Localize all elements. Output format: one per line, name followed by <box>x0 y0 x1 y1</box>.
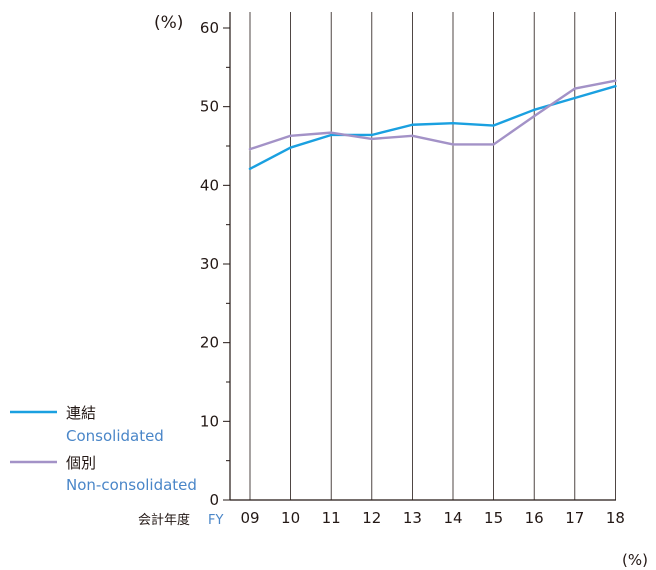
data-point-consolidated-10 <box>289 146 292 149</box>
y-tick-label-10: 10 <box>200 412 219 430</box>
x-tick-label-16: 16 <box>525 509 544 527</box>
data-point-non-consolidated-10 <box>289 134 292 137</box>
data-point-non-consolidated-09 <box>248 147 252 151</box>
data-point-consolidated-16 <box>533 108 536 112</box>
data-point-consolidated-09 <box>248 167 252 171</box>
y-tick-label-30: 30 <box>200 255 219 273</box>
data-point-consolidated-13 <box>411 123 414 126</box>
data-point-non-consolidated-12 <box>370 137 373 141</box>
data-point-consolidated-17 <box>573 96 576 100</box>
y-tick-label-20: 20 <box>200 334 219 352</box>
x-tick-label-12: 12 <box>362 509 381 527</box>
data-point-non-consolidated-15 <box>492 143 495 146</box>
y-tick-label-50: 50 <box>200 98 219 116</box>
legend-label-consolidated-ja: 連結 <box>66 404 96 422</box>
legend-label-non-consolidated-en: Non-consolidated <box>66 476 197 494</box>
x-tick-label-14: 14 <box>443 509 462 527</box>
data-point-non-consolidated-16 <box>533 114 536 118</box>
x-tick-label-11: 11 <box>322 509 341 527</box>
series-lines <box>248 79 617 171</box>
data-point-consolidated-14 <box>451 121 455 125</box>
data-point-non-consolidated-17 <box>573 87 576 90</box>
series-line-non-consolidated <box>248 79 617 151</box>
legend: 連結 Consolidated 個別 Non-consolidated <box>10 404 197 494</box>
x-tick-label-10: 10 <box>281 509 300 527</box>
data-point-consolidated-12 <box>370 133 373 137</box>
x-tick-label-13: 13 <box>403 509 422 527</box>
x-axis-prefix: 会計年度 FY <box>138 512 223 528</box>
series-line-consolidated <box>248 85 617 171</box>
data-point-non-consolidated-14 <box>451 143 455 146</box>
x-tick-label-15: 15 <box>484 509 503 527</box>
x-axis: 09 10 11 12 13 14 15 16 17 18 <box>230 499 625 527</box>
data-point-consolidated-11 <box>330 133 333 137</box>
data-point-consolidated-15 <box>492 124 495 127</box>
x-tick-label-17: 17 <box>565 509 584 527</box>
y-tick-label-60: 60 <box>200 19 219 37</box>
footer-unit-label: (%) <box>622 551 648 569</box>
y-tick-label-40: 40 <box>200 176 219 194</box>
data-point-consolidated-18 <box>614 85 617 88</box>
data-point-non-consolidated-13 <box>411 134 414 137</box>
x-tick-label-09: 09 <box>240 509 259 527</box>
legend-label-non-consolidated-ja: 個別 <box>66 454 96 472</box>
y-axis: 0 10 20 30 40 50 60 <box>200 12 231 509</box>
grid-lines <box>249 12 616 500</box>
x-axis-prefix-en: FY <box>208 513 223 528</box>
data-point-non-consolidated-18 <box>614 79 617 82</box>
x-axis-prefix-ja: 会計年度 <box>138 512 190 528</box>
legend-label-consolidated-en: Consolidated <box>66 427 164 445</box>
x-tick-label-18: 18 <box>606 509 625 527</box>
y-tick-label-0: 0 <box>209 491 219 509</box>
y-unit-label: (%) <box>154 13 183 33</box>
data-point-non-consolidated-11 <box>330 131 333 134</box>
